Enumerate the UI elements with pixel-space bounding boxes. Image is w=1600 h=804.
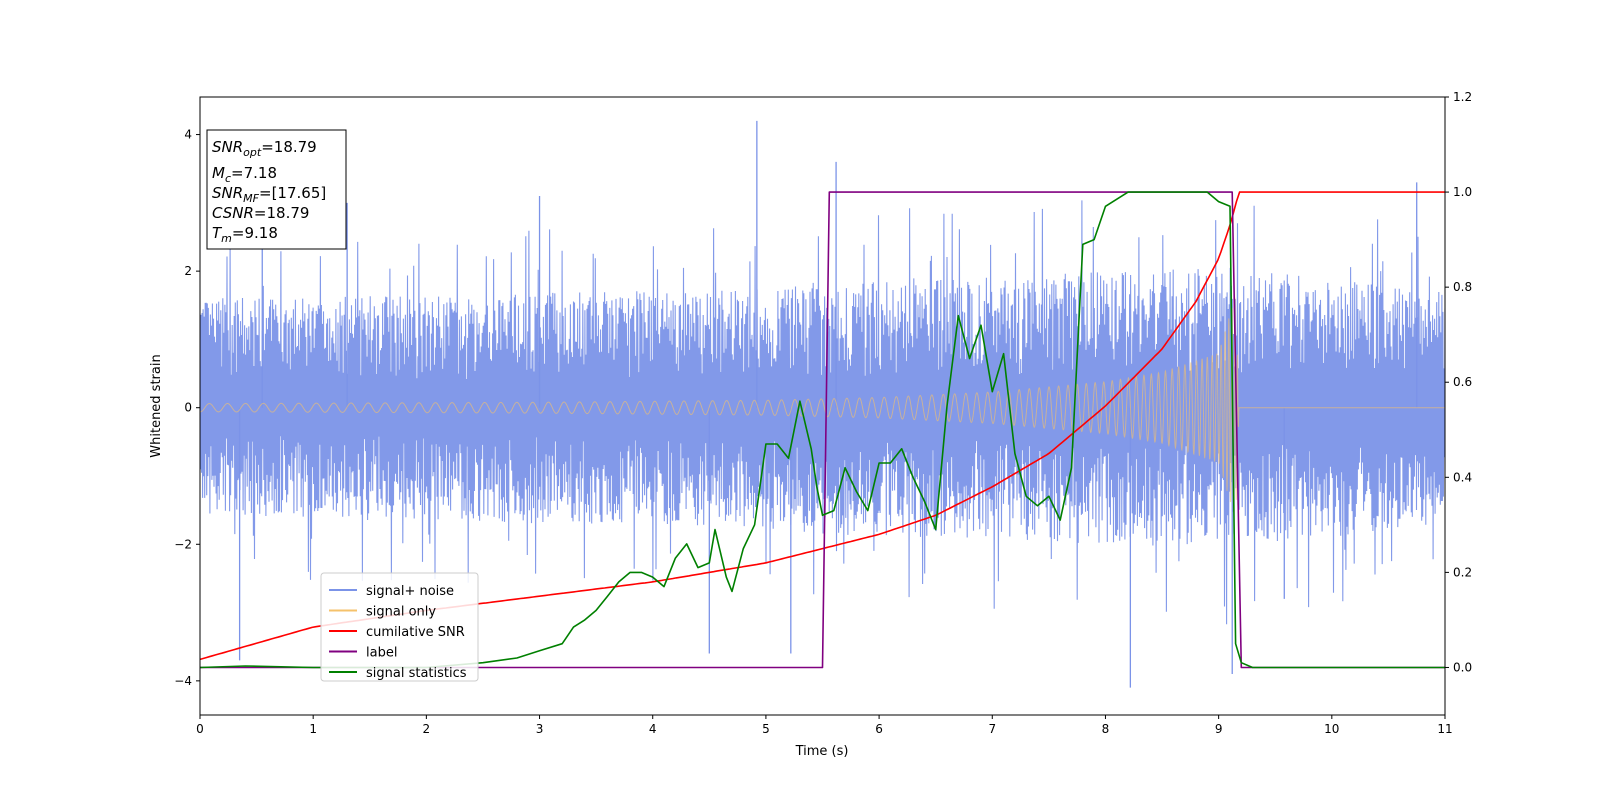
- x-tick-label: 11: [1437, 722, 1452, 736]
- snr-mf-text: SNRMF=[17.65]: [212, 184, 326, 205]
- legend-entry-label: signal only: [366, 605, 436, 620]
- y2-tick-label: 0.2: [1453, 565, 1472, 579]
- series-signal-only-line: [200, 297, 1445, 514]
- y2-tick-label: 1.0: [1453, 185, 1472, 199]
- series-layer: [200, 120, 1445, 688]
- y2-tick-label: 1.2: [1453, 90, 1472, 104]
- legend-entry-label: label: [366, 646, 397, 661]
- y-tick-label: 0: [184, 401, 192, 415]
- legend-entry-label: signal+ noise: [366, 584, 454, 599]
- y-tick-label: −2: [174, 537, 192, 551]
- y-tick-label: 2: [184, 264, 192, 278]
- x-tick-label: 8: [1102, 722, 1110, 736]
- series-signal-statistics-line: [200, 191, 1445, 669]
- x-tick-label: 1: [309, 722, 317, 736]
- x-axis-label: Time (s): [795, 744, 849, 759]
- x-tick-label: 3: [536, 722, 544, 736]
- y-tick-label: −4: [174, 674, 192, 688]
- snr-opt-text: SNRopt=18.79: [212, 138, 317, 159]
- series-signal-noise-line: [200, 200, 1445, 625]
- y-tick-label: 4: [184, 128, 192, 142]
- y-axis-left: −4 −2 0 2 4: [174, 128, 200, 688]
- plot-frame: [199, 96, 1446, 716]
- x-tick-label: 4: [649, 722, 657, 736]
- csnr-text: CSNR=18.79: [212, 204, 309, 222]
- x-axis: 0 1 2 3 4 5 6 7 8 9 10 11: [196, 715, 1453, 736]
- tm-text: Tm=9.18: [212, 224, 278, 245]
- y2-tick-label: 0.8: [1453, 280, 1472, 294]
- y-axis-label: Whitened strain: [149, 354, 164, 457]
- x-tick-label: 5: [762, 722, 770, 736]
- x-tick-label: 10: [1324, 722, 1339, 736]
- mc-text: Mc=7.18: [212, 164, 277, 185]
- x-tick-label: 6: [875, 722, 883, 736]
- x-tick-label: 9: [1215, 722, 1223, 736]
- legend: signal+ noise signal only cumilative SNR la…: [320, 572, 479, 682]
- y2-tick-label: 0.0: [1453, 660, 1472, 674]
- y-axis-right: 0.0 0.2 0.4 0.6 0.8 1.0 1.2: [1445, 90, 1472, 674]
- legend-entry-label: signal statistics: [366, 666, 467, 681]
- y2-tick-label: 0.6: [1453, 375, 1472, 389]
- x-tick-label: 2: [423, 722, 431, 736]
- x-tick-label: 0: [196, 722, 204, 736]
- legend-entry-label: cumilative SNR: [366, 625, 465, 640]
- info-box: SNRopt=18.79 Mc=7.18 SNRMF=[17.65] CSNR=…: [206, 129, 347, 250]
- x-tick-label: 7: [988, 722, 996, 736]
- y2-tick-label: 0.4: [1453, 470, 1472, 484]
